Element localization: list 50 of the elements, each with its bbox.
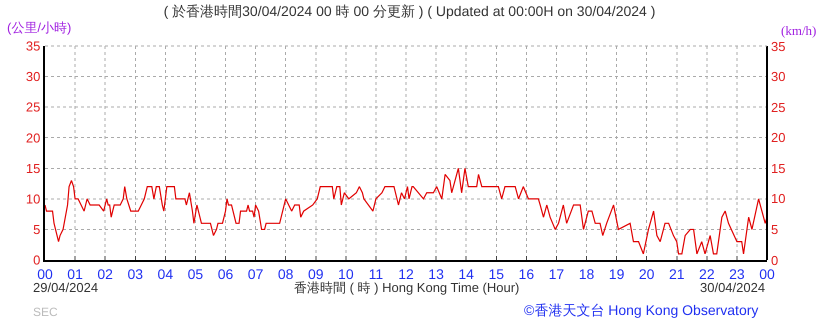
text: 30/04/2024 bbox=[700, 280, 766, 295]
x-tick-label: 22 bbox=[699, 266, 715, 282]
x-tick-label: 05 bbox=[188, 266, 204, 282]
y2-tick-label: 15 bbox=[771, 161, 786, 176]
y2-tick-label: 0 bbox=[771, 253, 778, 268]
x-axis-title: 香港時間 ( 時 ) Hong Kong Time (Hour) bbox=[294, 280, 520, 295]
y2-tick-label: 30 bbox=[771, 69, 786, 84]
x-tick-label: 20 bbox=[638, 266, 655, 282]
x-tick-label: 17 bbox=[548, 266, 564, 282]
y2-tick-label: 25 bbox=[771, 100, 786, 115]
y-tick-label: 5 bbox=[33, 222, 40, 237]
text: 29/04/2024 bbox=[33, 280, 98, 295]
text: SEC bbox=[33, 305, 58, 319]
x-tick-label: 13 bbox=[428, 266, 444, 282]
x-tick-label: 04 bbox=[158, 266, 174, 282]
y-tick-label: 20 bbox=[26, 130, 40, 146]
x-tick-label: 09 bbox=[308, 266, 324, 282]
line-series bbox=[45, 168, 767, 254]
y2-tick-label: 20 bbox=[771, 130, 786, 145]
x-tick-label: 19 bbox=[608, 266, 625, 282]
x-tick-label: 00 bbox=[759, 266, 775, 282]
y-tick-label: 25 bbox=[26, 100, 40, 115]
x-tick-label: 08 bbox=[278, 266, 294, 282]
y-tick-label: 10 bbox=[26, 191, 40, 206]
y-tick-label: 30 bbox=[26, 69, 40, 84]
y-tick-label: 15 bbox=[26, 160, 40, 176]
x-tick-label: 15 bbox=[488, 266, 504, 282]
text: ©香港天文台 Hong Kong Observatory bbox=[524, 302, 758, 318]
x-tick-label: 01 bbox=[67, 266, 84, 282]
x-tick-label: 00 bbox=[37, 266, 53, 282]
y2-tick-label: 5 bbox=[771, 222, 778, 237]
x-tick-label: 10 bbox=[338, 266, 354, 282]
chart-title: ( 於香港時間30/04/2024 00 時 00 分更新 ) ( Updated at 00:00H on 30/04/2024 ) bbox=[164, 3, 656, 20]
x-tick-label: 02 bbox=[97, 266, 114, 282]
x-tick-label: 06 bbox=[218, 266, 234, 282]
x-tick-label: 11 bbox=[368, 266, 384, 282]
y-axis-title: (公里/小時) bbox=[7, 20, 72, 35]
y-tick-label: 35 bbox=[26, 38, 40, 54]
x-tick-label: 14 bbox=[458, 266, 474, 282]
y-tick-label: 0 bbox=[33, 252, 40, 268]
x-tick-label: 23 bbox=[729, 266, 745, 282]
x-tick-label: 18 bbox=[578, 266, 594, 282]
y2-axis-title: (km/h) bbox=[781, 23, 816, 38]
x-tick-label: 07 bbox=[248, 266, 264, 282]
x-tick-label: 21 bbox=[668, 266, 685, 282]
x-tick-label: 16 bbox=[518, 266, 534, 282]
x-tick-label: 12 bbox=[398, 266, 414, 282]
y2-tick-label: 10 bbox=[771, 191, 786, 206]
x-tick-label: 03 bbox=[127, 266, 144, 282]
y2-tick-label: 35 bbox=[771, 39, 786, 54]
